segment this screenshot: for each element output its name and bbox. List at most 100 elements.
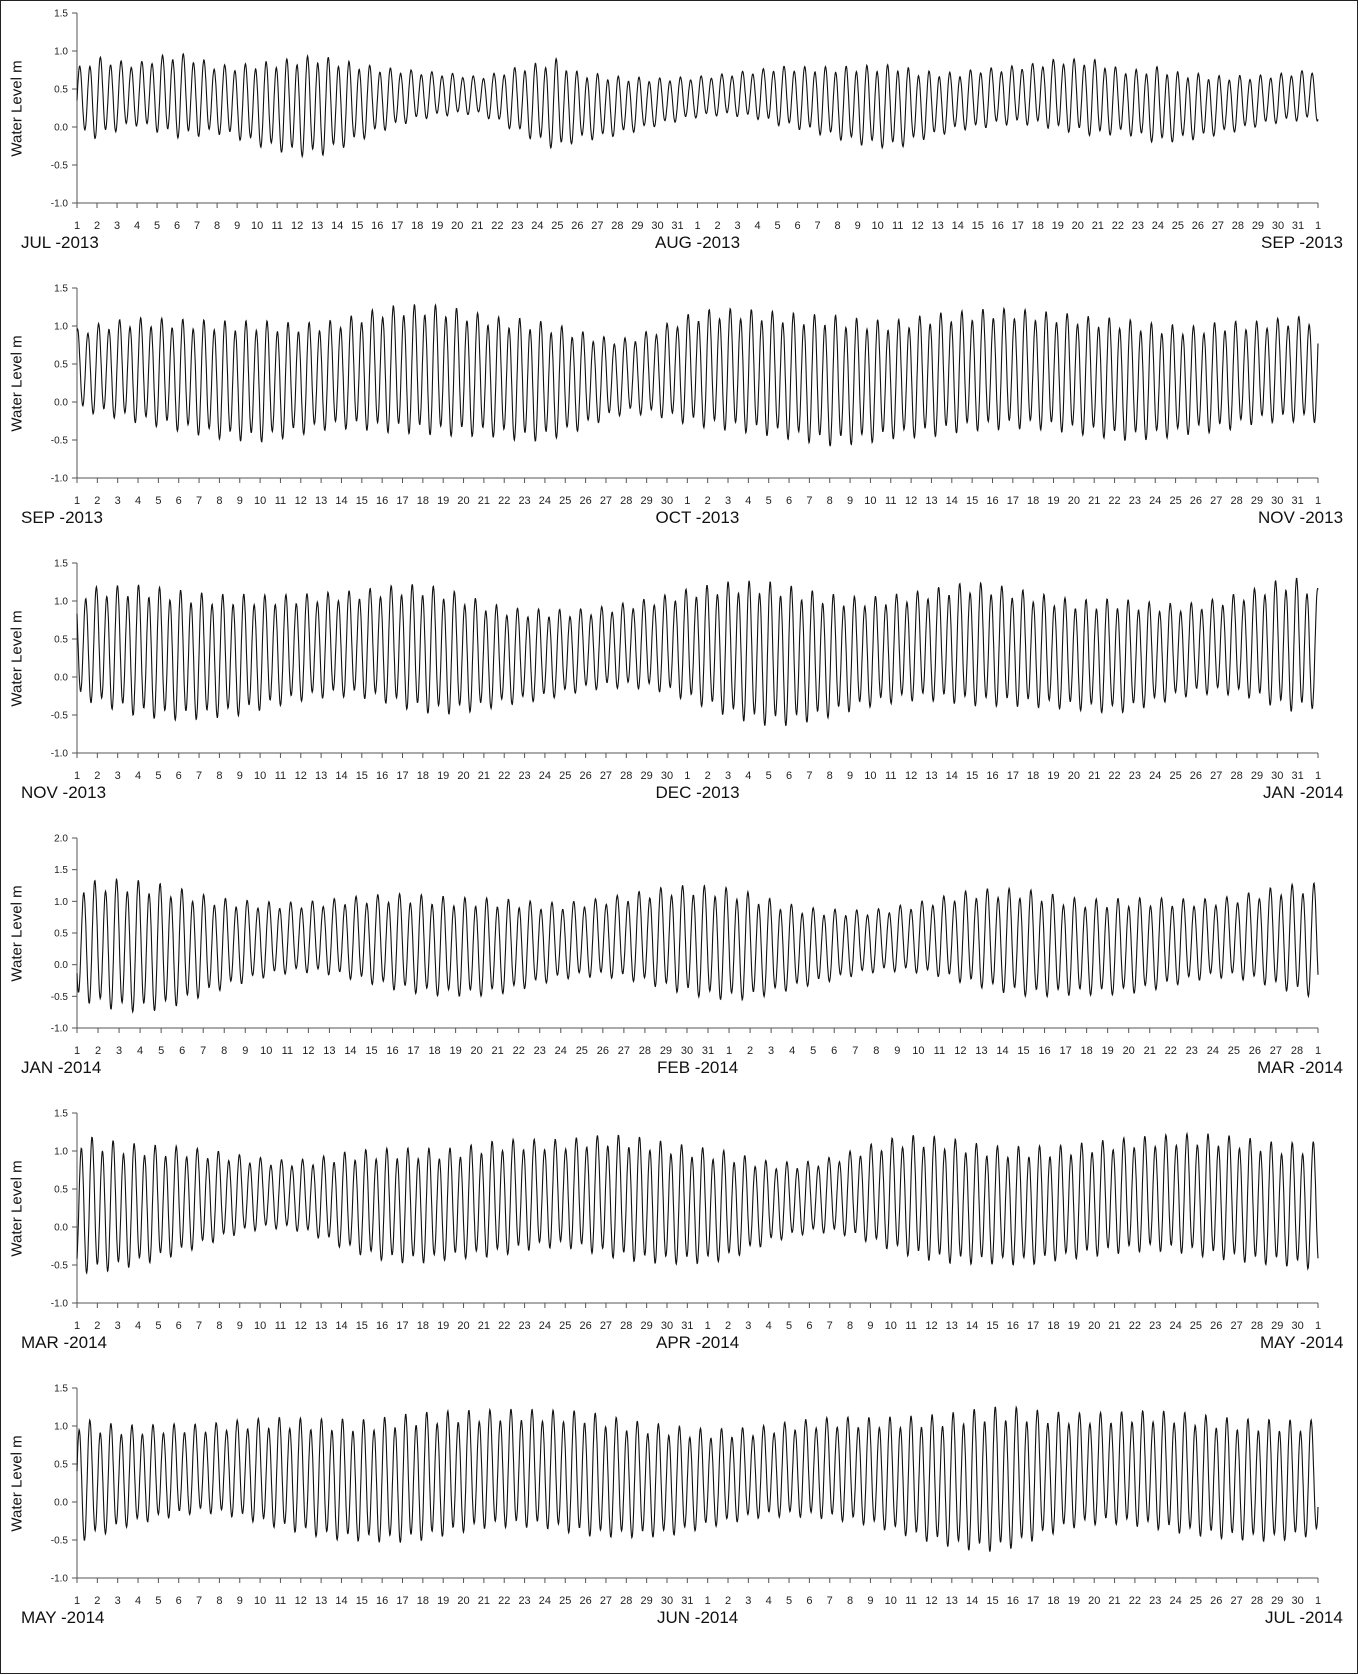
- x-day-label: 4: [135, 1320, 141, 1332]
- x-day-label: 20: [451, 220, 463, 232]
- x-day-label: 13: [311, 220, 323, 232]
- x-day-label: 26: [579, 495, 591, 507]
- x-day-label: 15: [356, 495, 368, 507]
- y-tick-label: -0.5: [51, 711, 69, 722]
- x-day-label: 19: [437, 1320, 449, 1332]
- y-axis-label: Water Level m: [8, 334, 26, 432]
- x-day-label: 16: [376, 770, 388, 782]
- x-day-label: 15: [351, 220, 363, 232]
- x-day-label: 4: [766, 1320, 772, 1332]
- x-day-label: 4: [134, 220, 140, 232]
- x-day-label: 21: [1088, 495, 1100, 507]
- x-day-label: 28: [620, 1595, 632, 1607]
- x-day-label: 20: [457, 1595, 469, 1607]
- y-tick-label: 1.0: [54, 322, 68, 333]
- x-day-label: 1: [1315, 1320, 1321, 1332]
- x-day-label: 22: [1108, 770, 1120, 782]
- x-day-label: 14: [952, 220, 964, 232]
- x-day-label: 18: [1047, 1320, 1059, 1332]
- x-day-label: 29: [1251, 770, 1263, 782]
- x-day-label: 8: [847, 1320, 853, 1332]
- x-day-label: 20: [1123, 1045, 1135, 1057]
- x-day-label: 8: [216, 770, 222, 782]
- x-day-label: 10: [912, 1045, 924, 1057]
- x-day-label: 18: [1081, 1045, 1093, 1057]
- x-day-label: 6: [786, 495, 792, 507]
- x-day-label: 15: [365, 1045, 377, 1057]
- y-tick-label: 0.5: [54, 929, 68, 940]
- x-day-label: 3: [734, 220, 740, 232]
- x-day-label: 17: [407, 1045, 419, 1057]
- x-day-label: 24: [555, 1045, 567, 1057]
- x-day-label: 1: [74, 1595, 80, 1607]
- y-axis-label: Water Level m: [8, 884, 26, 982]
- x-day-label: 6: [831, 1045, 837, 1057]
- x-day-label: 2: [94, 220, 100, 232]
- x-day-label: 6: [176, 1595, 182, 1607]
- x-day-label: 28: [620, 1320, 632, 1332]
- x-day-label: 7: [806, 770, 812, 782]
- x-day-label: 10: [872, 220, 884, 232]
- y-tick-label: -1.0: [51, 474, 69, 485]
- x-day-label: 30: [661, 1320, 673, 1332]
- x-day-label: 10: [864, 495, 876, 507]
- x-day-label: 28: [1230, 495, 1242, 507]
- x-day-label: 3: [114, 220, 120, 232]
- x-day-label: 9: [237, 1595, 243, 1607]
- x-day-label: 21: [1088, 770, 1100, 782]
- x-day-label: 27: [1230, 1595, 1242, 1607]
- x-day-label: 11: [275, 1320, 286, 1332]
- x-day-label: 28: [1232, 220, 1244, 232]
- x-day-label: 7: [200, 1045, 206, 1057]
- y-tick-label: -0.5: [51, 992, 69, 1003]
- x-day-label: 26: [579, 770, 591, 782]
- x-day-label: 3: [725, 770, 731, 782]
- x-day-label: 13: [946, 1595, 958, 1607]
- x-day-label: 12: [925, 1320, 937, 1332]
- x-day-label: 23: [1129, 495, 1141, 507]
- x-day-label: 21: [478, 495, 490, 507]
- x-day-label: 6: [786, 770, 792, 782]
- x-day-label: 21: [471, 220, 483, 232]
- x-day-label: 19: [1047, 770, 1059, 782]
- x-day-label: 25: [1169, 770, 1181, 782]
- month-label: MAR -2014: [1257, 1058, 1343, 1077]
- x-day-label: 22: [1165, 1045, 1177, 1057]
- x-day-label: 30: [1292, 1595, 1304, 1607]
- x-day-label: 24: [539, 495, 551, 507]
- x-day-label: 2: [747, 1045, 753, 1057]
- x-day-label: 4: [789, 1045, 795, 1057]
- x-day-label: 1: [1315, 1045, 1321, 1057]
- x-day-label: 11: [275, 1595, 286, 1607]
- x-day-label: 10: [885, 1595, 897, 1607]
- y-tick-label: -0.5: [51, 1261, 69, 1272]
- x-day-label: 21: [492, 1045, 504, 1057]
- month-label: SEP -2013: [1261, 233, 1343, 252]
- month-label: SEP -2013: [21, 508, 103, 527]
- x-day-label: 28: [1251, 1595, 1263, 1607]
- tide-panel-3: 1.5 1.0 0.5 0.0 -0.5 -1.0 1 2 3 4 5 6 7 8 9 10 11 12 13 14 1…: [1, 551, 1358, 819]
- x-day-label: 5: [155, 1320, 161, 1332]
- y-tick-label: -0.5: [51, 436, 69, 447]
- x-day-label: 17: [1007, 495, 1019, 507]
- x-day-label: 22: [498, 1320, 510, 1332]
- x-day-label: 5: [158, 1045, 164, 1057]
- x-day-label: 1: [74, 1320, 80, 1332]
- x-day-label: 9: [237, 770, 243, 782]
- x-day-label: 22: [1108, 495, 1120, 507]
- x-day-label: 20: [457, 1320, 469, 1332]
- x-day-label: 20: [1068, 495, 1080, 507]
- x-day-label: 20: [1068, 770, 1080, 782]
- x-day-label: 12: [905, 770, 917, 782]
- x-day-label: 29: [1271, 1595, 1283, 1607]
- x-day-label: 29: [1271, 1320, 1283, 1332]
- x-day-label: 4: [754, 220, 760, 232]
- x-day-label: 18: [417, 770, 429, 782]
- y-tick-label: 1.0: [54, 897, 68, 908]
- month-label: MAR -2014: [21, 1333, 107, 1352]
- month-label: OCT -2013: [655, 508, 740, 527]
- x-day-label: 27: [1210, 495, 1222, 507]
- x-day-label: 13: [315, 770, 327, 782]
- x-day-label: 1: [684, 770, 690, 782]
- x-day-label: 23: [518, 495, 530, 507]
